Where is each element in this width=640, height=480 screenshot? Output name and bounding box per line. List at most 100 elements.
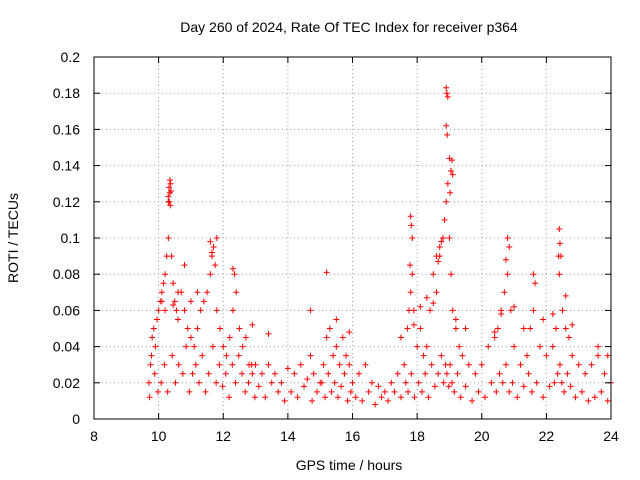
data-point [209, 343, 216, 350]
data-point [328, 388, 335, 395]
x-tick-label: 20 [474, 428, 490, 444]
data-point [527, 325, 534, 332]
data-point [318, 379, 325, 386]
data-point [423, 294, 430, 301]
data-point [271, 370, 278, 377]
data-point [409, 271, 416, 278]
data-point [307, 307, 314, 314]
data-point [186, 388, 193, 395]
data-point [449, 379, 456, 386]
data-point [506, 388, 513, 395]
data-point [553, 325, 560, 332]
data-point [181, 307, 188, 314]
data-point [536, 343, 543, 350]
data-point [397, 334, 404, 341]
data-point [378, 394, 385, 401]
data-point [435, 258, 442, 265]
data-point [331, 379, 338, 386]
data-point [514, 394, 521, 401]
data-point [554, 370, 561, 377]
y-tick-label: 0.06 [53, 302, 80, 318]
data-point [205, 370, 212, 377]
data-point [407, 213, 414, 220]
data-point [301, 383, 308, 390]
data-point [410, 307, 417, 314]
data-points [145, 84, 614, 408]
data-point [409, 235, 416, 241]
data-point [166, 177, 173, 184]
data-point [493, 388, 500, 395]
data-point [449, 157, 456, 164]
data-point [265, 330, 272, 337]
data-point [238, 370, 245, 377]
data-point [309, 397, 316, 404]
data-point [213, 379, 220, 386]
data-point [226, 394, 233, 401]
data-point [242, 388, 249, 395]
data-point [346, 329, 353, 336]
data-point [447, 361, 454, 368]
data-point [162, 307, 169, 314]
data-point [598, 388, 605, 395]
data-point [191, 343, 198, 350]
data-point [502, 256, 509, 263]
data-point [443, 198, 450, 205]
data-point [408, 370, 415, 377]
data-point [173, 307, 180, 314]
data-point [362, 361, 369, 368]
data-point [504, 271, 511, 278]
data-point [148, 352, 155, 359]
data-point [167, 187, 174, 194]
data-point [532, 280, 539, 287]
data-point [232, 379, 239, 386]
data-point [365, 388, 372, 395]
data-point [404, 325, 411, 332]
data-point [422, 370, 429, 377]
data-point [168, 253, 175, 260]
data-point [511, 303, 518, 310]
data-point [169, 352, 176, 359]
data-point [431, 383, 438, 390]
data-point [430, 300, 437, 307]
data-point [588, 361, 595, 368]
data-point [591, 394, 598, 401]
data-point [549, 311, 556, 318]
data-point [478, 361, 485, 368]
data-point [385, 397, 392, 404]
data-point [207, 238, 214, 245]
data-point [520, 325, 527, 332]
data-point [444, 131, 451, 138]
data-point [428, 361, 435, 368]
data-point [219, 383, 226, 390]
data-point [213, 307, 220, 314]
data-point [216, 361, 223, 368]
data-point [320, 361, 327, 368]
data-point [265, 361, 272, 368]
data-point [313, 388, 320, 395]
data-point [452, 316, 459, 323]
data-point [572, 394, 579, 401]
data-point [158, 379, 165, 386]
data-point [462, 325, 469, 332]
data-point [160, 280, 167, 287]
y-tick-label: 0.1 [61, 230, 81, 246]
data-point [165, 235, 172, 241]
data-point [217, 325, 224, 332]
data-point [145, 379, 152, 386]
data-point [175, 361, 182, 368]
data-point [425, 394, 432, 401]
data-point [488, 379, 495, 386]
data-point [167, 180, 174, 187]
data-point [181, 262, 188, 269]
data-point [491, 329, 498, 336]
data-point [433, 289, 440, 296]
data-point [457, 394, 464, 401]
data-point [220, 343, 227, 350]
data-point [501, 289, 508, 296]
data-point [158, 298, 165, 305]
data-point [556, 361, 563, 368]
data-point [251, 394, 258, 401]
data-point [164, 388, 171, 395]
data-point [556, 240, 563, 247]
